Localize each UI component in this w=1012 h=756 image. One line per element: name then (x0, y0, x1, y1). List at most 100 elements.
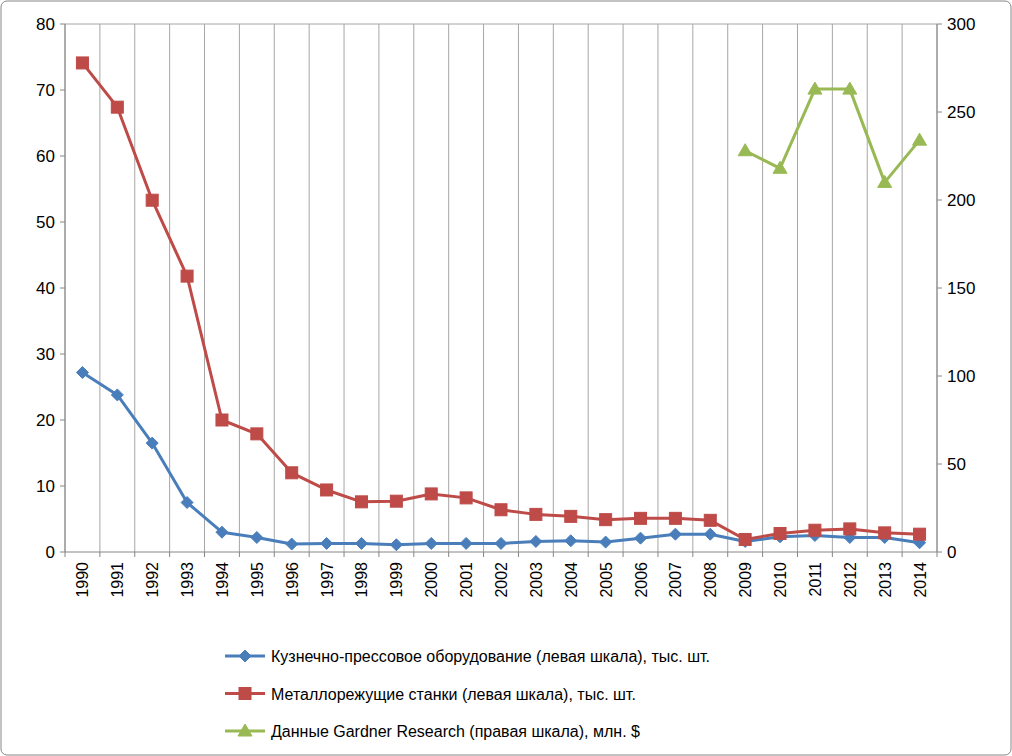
x-tick (623, 552, 624, 557)
grid-line (518, 24, 519, 552)
y-tick-label: 30 (36, 345, 55, 364)
y-tick-label: 10 (36, 477, 55, 496)
y2-tick-label: 0 (947, 543, 956, 562)
x-tick-label: 2009 (737, 562, 754, 598)
y-tick-label: 60 (36, 147, 55, 166)
series-marker (76, 57, 88, 69)
series-marker (565, 535, 577, 547)
x-tick-label: 1999 (388, 562, 405, 598)
series-marker (773, 161, 787, 173)
legend-marker (239, 650, 251, 662)
x-tick-label: 2005 (598, 562, 615, 598)
x-tick-label: 2006 (633, 562, 650, 598)
grid-line (413, 24, 414, 552)
x-tick-label: 1994 (214, 562, 231, 598)
x-tick (204, 552, 205, 557)
y-tick (60, 288, 65, 289)
series-marker (355, 537, 367, 549)
x-tick (169, 552, 170, 557)
grid-line (344, 24, 345, 552)
y2-tick (937, 552, 942, 553)
series-marker (181, 270, 193, 282)
series-marker (669, 512, 681, 524)
legend-label: Данные Gardner Research (правая шкала), … (271, 723, 640, 740)
grid-line (727, 24, 728, 552)
y2-tick (937, 464, 942, 465)
series-marker (843, 82, 857, 94)
x-tick (692, 552, 693, 557)
grid-line (762, 24, 763, 552)
series-marker (774, 528, 786, 540)
series-marker (879, 527, 891, 539)
series-marker (600, 514, 612, 526)
series-marker (111, 101, 123, 113)
series-marker (844, 523, 856, 535)
x-tick-label: 2003 (528, 562, 545, 598)
y2-tick (937, 200, 942, 201)
x-tick (518, 552, 519, 557)
x-tick (309, 552, 310, 557)
y2-tick-label: 250 (947, 103, 975, 122)
series-marker (635, 512, 647, 524)
series-marker (181, 497, 193, 509)
x-axis (65, 552, 937, 553)
y-tick (60, 90, 65, 91)
x-tick-end (937, 552, 938, 557)
grid-line (832, 24, 833, 552)
x-tick (448, 552, 449, 557)
series-marker (76, 366, 88, 378)
series-marker (390, 539, 402, 551)
series-marker (878, 175, 892, 187)
y-tick-label: 70 (36, 81, 55, 100)
series-marker (600, 536, 612, 548)
x-tick-label: 1996 (284, 562, 301, 598)
y-tick-label: 20 (36, 411, 55, 430)
grid-line (902, 24, 903, 552)
series-marker (390, 495, 402, 507)
series-marker (495, 504, 507, 516)
y2-tick-label: 100 (947, 367, 975, 386)
x-tick (657, 552, 658, 557)
x-tick-label: 2004 (563, 562, 580, 598)
x-tick (413, 552, 414, 557)
chart-frame (1, 1, 1011, 755)
x-tick (483, 552, 484, 557)
series-marker (216, 526, 228, 538)
grid-line (588, 24, 589, 552)
x-tick (797, 552, 798, 557)
x-tick (99, 552, 100, 557)
legend-label: Кузнечно-прессовое оборудование (левая ш… (271, 648, 710, 665)
y2-tick-label: 150 (947, 279, 975, 298)
x-tick-label: 2007 (667, 562, 684, 598)
x-tick (344, 552, 345, 557)
x-tick-label: 2011 (807, 562, 824, 597)
y-tick (60, 552, 65, 553)
series-marker (495, 537, 507, 549)
series-marker (216, 414, 228, 426)
grid-line (657, 24, 658, 552)
y-tick-label: 40 (36, 279, 55, 298)
legend-marker (239, 688, 251, 700)
y-tick-label: 0 (46, 543, 55, 562)
series-marker (286, 538, 298, 550)
y2-tick (937, 288, 942, 289)
series-marker (530, 508, 542, 520)
series-marker (146, 437, 158, 449)
y-tick (60, 156, 65, 157)
x-tick-label: 1995 (249, 562, 266, 598)
y-tick (60, 24, 65, 25)
grid-line (239, 24, 240, 552)
series-marker (111, 389, 123, 401)
grid-line (204, 24, 205, 552)
y2-tick-label: 200 (947, 191, 975, 210)
series-marker (808, 82, 822, 94)
series-marker (704, 528, 716, 540)
x-tick-label: 2014 (912, 562, 929, 598)
y-tick (60, 420, 65, 421)
series-marker (914, 528, 926, 540)
series-marker (460, 492, 472, 504)
y-tick-label: 80 (36, 15, 55, 34)
legend-marker (238, 724, 252, 736)
x-tick (902, 552, 903, 557)
x-tick (65, 552, 66, 557)
